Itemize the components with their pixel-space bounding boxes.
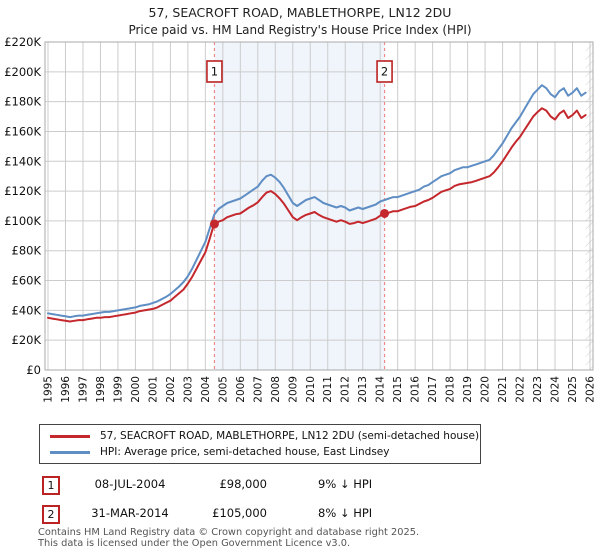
svg-text:2023: 2023: [532, 376, 544, 403]
svg-text:2011: 2011: [322, 376, 334, 403]
svg-text:1997: 1997: [77, 376, 89, 403]
x-axis-labels: 1995 1996 1997 1998 1999 2000 2001 2002 2003 2004…: [43, 376, 597, 403]
red-line-swatch: [50, 434, 90, 438]
svg-text:£100K: £100K: [4, 214, 41, 228]
sale-2-number-box: 2: [42, 505, 60, 524]
svg-text:2010: 2010: [305, 376, 317, 403]
legend: 57, SEACROFT ROAD, MABLETHORPE, LN12 2DU…: [39, 424, 481, 464]
y-axis-labels: £0 £20K £40K £60K £80K £100K £120K £140K £160K £1…: [4, 35, 41, 377]
svg-text:2003: 2003: [182, 376, 194, 403]
svg-text:2022: 2022: [515, 376, 527, 403]
svg-text:1995: 1995: [43, 376, 55, 403]
svg-text:2001: 2001: [147, 376, 159, 403]
sale-date-dashed-lines: [213, 42, 386, 370]
svg-text:2020: 2020: [480, 376, 492, 403]
svg-text:2000: 2000: [130, 376, 142, 403]
svg-text:£20K: £20K: [12, 333, 42, 347]
svg-text:2025: 2025: [567, 376, 579, 403]
sale-2-date: 31-MAR-2014: [91, 506, 169, 520]
sale-1-hpi-comparison: 9% ↓ HPI: [318, 477, 373, 491]
legend-label: 57, SEACROFT ROAD, MABLETHORPE, LN12 2DU…: [100, 430, 480, 442]
sale-period-band: [214, 42, 385, 370]
svg-text:2004: 2004: [200, 376, 212, 403]
svg-text:£180K: £180K: [4, 95, 41, 109]
legend-item-hpi: HPI: Average price, semi-detached house,…: [40, 444, 389, 460]
svg-text:2005: 2005: [217, 376, 229, 403]
sale-point-dots: [209, 208, 390, 229]
svg-text:2015: 2015: [392, 376, 404, 403]
svg-text:2002: 2002: [165, 376, 177, 403]
svg-text:£60K: £60K: [12, 274, 42, 288]
svg-text:2: 2: [381, 65, 388, 79]
sale-row-2: 2 31-MAR-2014 £105,000 8% ↓ HPI: [0, 505, 600, 524]
title-subtitle: Price paid vs. HM Land Registry's House …: [128, 23, 472, 37]
svg-text:£80K: £80K: [12, 244, 42, 258]
sale-1-number-box: 1: [42, 476, 60, 495]
hpi-line: [47, 84, 587, 319]
svg-text:2012: 2012: [340, 376, 352, 403]
svg-text:2024: 2024: [550, 376, 562, 403]
svg-text:1998: 1998: [95, 376, 107, 403]
sale-2-hpi-comparison: 8% ↓ HPI: [318, 506, 373, 520]
license-footer: Contains HM Land Registry data © Crown c…: [38, 527, 598, 549]
svg-text:2008: 2008: [270, 376, 282, 403]
blue-line-swatch: [50, 450, 90, 454]
svg-text:2021: 2021: [497, 376, 509, 403]
footer-line-1: Contains HM Land Registry data © Crown c…: [38, 527, 420, 538]
plot-border: [44, 41, 594, 371]
svg-text:£120K: £120K: [4, 184, 41, 198]
svg-text:£40K: £40K: [12, 303, 42, 317]
svg-text:2019: 2019: [462, 376, 474, 403]
sale-1-price: £98,000: [219, 477, 267, 491]
sale-2-price: £105,000: [212, 506, 267, 520]
svg-text:1996: 1996: [60, 376, 72, 403]
svg-text:2013: 2013: [357, 376, 369, 403]
svg-text:2026: 2026: [585, 376, 597, 403]
sale-1-date: 08-JUL-2004: [94, 477, 166, 491]
svg-text:£200K: £200K: [4, 65, 41, 79]
title-address: 57, SEACROFT ROAD, MABLETHORPE, LN12 2DU: [148, 5, 452, 20]
svg-text:1: 1: [211, 65, 218, 79]
legend-item-price-paid: 57, SEACROFT ROAD, MABLETHORPE, LN12 2DU…: [40, 428, 479, 444]
page-title: 57, SEACROFT ROAD, MABLETHORPE, LN12 2DU…: [0, 5, 600, 37]
svg-text:£0: £0: [26, 363, 41, 377]
svg-text:£160K: £160K: [4, 124, 41, 138]
future-hatch-region: [585, 42, 593, 370]
legend-label: HPI: Average price, semi-detached house,…: [100, 446, 390, 458]
svg-text:2006: 2006: [235, 376, 247, 403]
svg-text:2014: 2014: [375, 376, 387, 403]
svg-text:2007: 2007: [252, 376, 264, 403]
footer-line-2: This data is licensed under the Open Gov…: [38, 537, 351, 549]
svg-text:£140K: £140K: [4, 154, 41, 168]
price-paid-line: [47, 107, 587, 323]
svg-text:1999: 1999: [112, 376, 124, 403]
svg-text:2017: 2017: [427, 376, 439, 403]
sale-row-1: 1 08-JUL-2004 £98,000 9% ↓ HPI: [0, 476, 600, 495]
svg-text:2016: 2016: [410, 376, 422, 403]
svg-text:2009: 2009: [287, 376, 299, 403]
svg-text:2018: 2018: [445, 376, 457, 403]
svg-text:£220K: £220K: [4, 35, 41, 49]
